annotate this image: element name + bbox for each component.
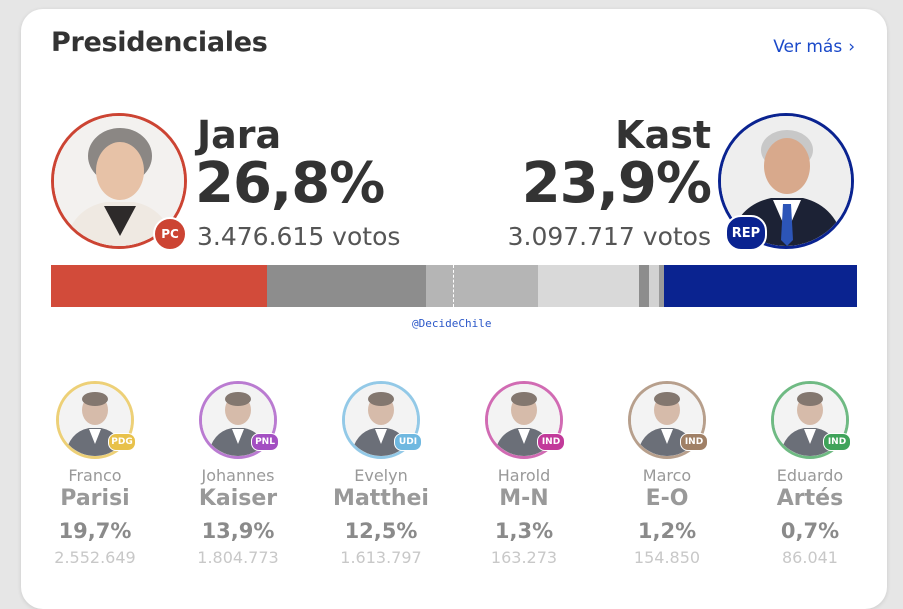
candidate-card[interactable]: UDI Evelyn Matthei 12,5% 1.613.797	[311, 381, 451, 567]
party-badge: PDG	[108, 433, 136, 451]
party-badge: PNL	[251, 433, 279, 451]
leader-votes-kast: 3.097.717 votos	[507, 222, 711, 251]
candidate-last-name: E-O	[645, 486, 689, 511]
candidate-pct: 1,2%	[637, 519, 697, 543]
chevron-right-icon: ›	[848, 37, 855, 57]
candidate-card[interactable]: IND Harold M-N 1,3% 163.273	[454, 381, 594, 567]
candidate-card[interactable]: IND Eduardo Artés 0,7% 86.041	[740, 381, 880, 567]
bar-segment-e-o	[649, 265, 659, 307]
candidate-pct: 13,9%	[201, 519, 275, 543]
candidate-pct: 1,3%	[494, 519, 554, 543]
candidate-card[interactable]: PDG Franco Parisi 19,7% 2.552.649	[25, 381, 165, 567]
candidate-pct: 0,7%	[780, 519, 840, 543]
candidate-first-name: Harold	[497, 466, 551, 485]
card-title: Presidenciales	[51, 27, 268, 58]
party-badge-pc: PC	[153, 217, 187, 251]
party-badge: IND	[680, 433, 708, 451]
candidate-first-name: Evelyn	[354, 466, 408, 485]
candidate-avatar	[485, 381, 563, 459]
party-badge-rep: REP	[725, 215, 767, 251]
bar-segment-kast	[664, 265, 857, 307]
candidate-last-name: Parisi	[60, 486, 130, 511]
candidate-votes: 2.552.649	[54, 548, 136, 567]
leader-votes-jara: 3.476.615 votos	[197, 222, 401, 251]
candidate-votes: 1.804.773	[197, 548, 279, 567]
candidate-last-name: Artés	[776, 486, 844, 511]
person-icon	[774, 384, 846, 456]
presidential-results-card: Presidenciales Ver más › PC Jara 26,8% 3.…	[21, 9, 887, 609]
majority-line	[453, 265, 454, 307]
see-more-label: Ver más	[773, 37, 843, 57]
candidate-votes: 1.613.797	[340, 548, 422, 567]
candidate-card[interactable]: IND Marco E-O 1,2% 154.850	[597, 381, 737, 567]
leader-name-jara: Jara	[197, 113, 282, 157]
candidate-last-name: M-N	[499, 486, 549, 511]
candidate-first-name: Johannes	[201, 466, 275, 485]
bar-segment-matthei	[537, 265, 639, 307]
bar-segment-m-n	[638, 265, 650, 307]
leader-name-kast: Kast	[615, 113, 711, 157]
bar-segment-parisi	[267, 265, 426, 307]
see-more-link[interactable]: Ver más ›	[773, 37, 855, 57]
candidate-first-name: Marco	[642, 466, 692, 485]
leader-pct-kast: 23,9%	[521, 151, 712, 216]
credit-label: @DecideChile	[412, 317, 492, 330]
person-icon	[54, 116, 184, 246]
party-badge: UDI	[394, 433, 422, 451]
candidate-pct: 12,5%	[344, 519, 418, 543]
candidate-first-name: Franco	[68, 466, 122, 485]
candidate-votes: 163.273	[490, 548, 558, 567]
leader-photo-jara	[51, 113, 187, 249]
party-badge: IND	[537, 433, 565, 451]
candidate-avatar	[771, 381, 849, 459]
candidate-last-name: Matthei	[333, 486, 429, 511]
candidate-avatar	[199, 381, 277, 459]
bar-segment-kaiser	[425, 265, 538, 307]
candidate-card[interactable]: PNL Johannes Kaiser 13,9% 1.804.773	[168, 381, 308, 567]
bar-segment-jara	[51, 265, 267, 307]
party-badge: IND	[823, 433, 851, 451]
vote-share-bar	[51, 265, 857, 307]
candidate-votes: 86.041	[782, 548, 838, 567]
candidate-votes: 154.850	[633, 548, 701, 567]
bar-segment-art-s	[658, 265, 665, 307]
candidate-first-name: Eduardo	[776, 466, 844, 485]
leader-pct-jara: 26,8%	[195, 151, 385, 216]
candidate-last-name: Kaiser	[198, 486, 278, 511]
candidate-pct: 19,7%	[58, 519, 132, 543]
